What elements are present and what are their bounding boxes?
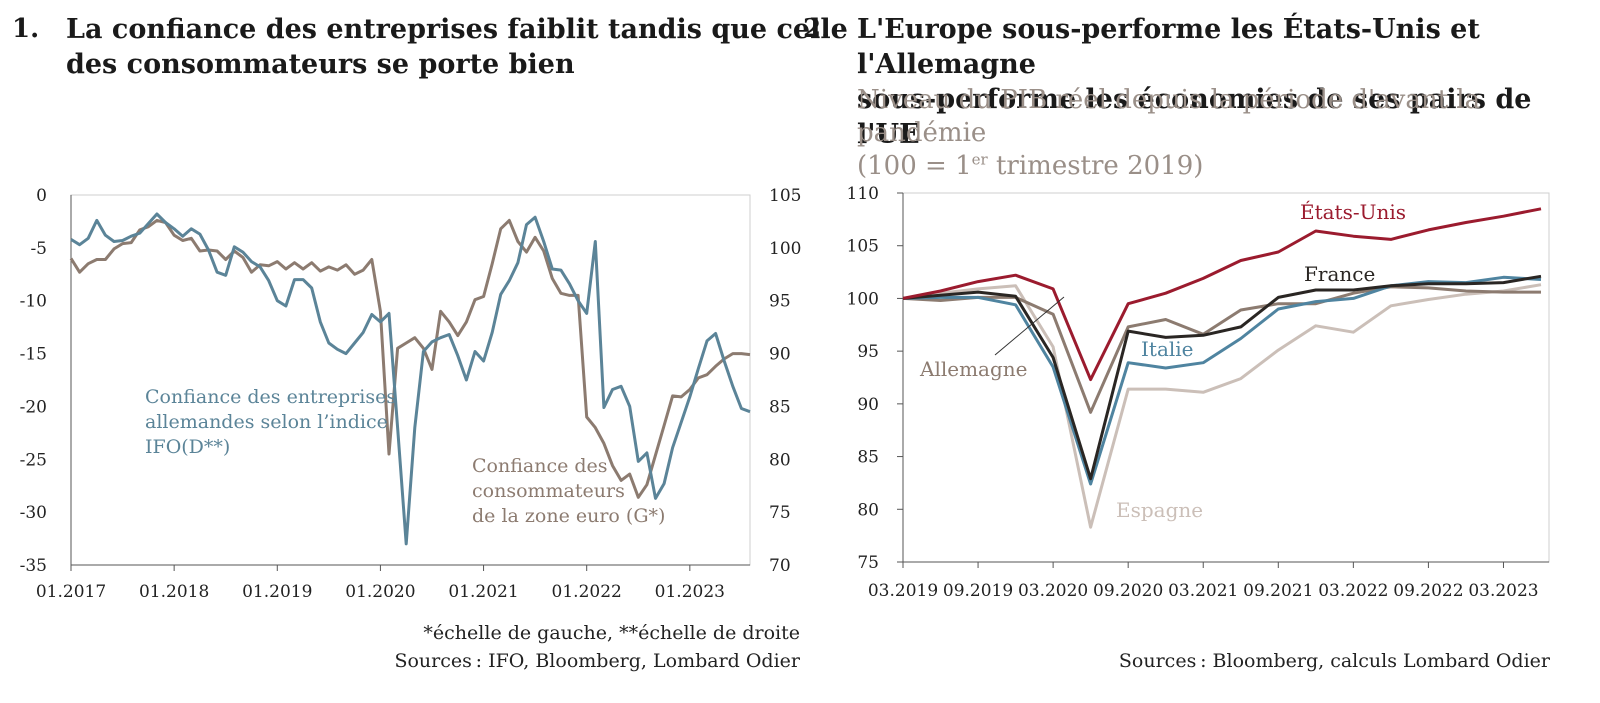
chart1-y-left-tick-label: -35	[20, 556, 47, 576]
chart1-title: La confiance des entreprises faiblit tan…	[66, 12, 848, 82]
chart2-subtitle-line2: (100 = 1er trimestre 2019)	[857, 150, 1204, 181]
chart2-x-tick-label: 09.2022	[1393, 581, 1463, 601]
chart2-allemagne-leader	[994, 296, 1065, 356]
chart2-label-france: France	[1304, 262, 1375, 286]
chart1-number: 1.	[12, 14, 40, 44]
chart2-title-line1: L'Europe sous-performe les États-Unis et…	[857, 14, 1480, 80]
chart2-series-usa-line	[902, 207, 1542, 382]
chart2-series-espagne-line	[902, 283, 1542, 529]
chart1-x-tick-label: 01.2019	[242, 582, 312, 602]
chart2-series-allemagne-line	[902, 285, 1541, 414]
chart2-subtitle-line1: Niveau du PIB réel depuis la période d'a…	[857, 85, 1481, 148]
chart2-x-tick-label: 03.2023	[1468, 581, 1538, 601]
chart2-label-allemagne: Allemagne	[919, 357, 1027, 381]
chart1-legend-ifo-line3: IFO(D**)	[145, 436, 230, 458]
chart1-footnote: *échelle de gauche, **échelle de droite	[423, 622, 800, 644]
chart1-y-right-tick-label: 75	[769, 503, 791, 523]
chart2-y-tick-label: 90	[857, 395, 879, 415]
chart2-number: 2.	[803, 14, 831, 44]
chart1-y-right-tick-label: 95	[769, 292, 791, 312]
chart2-y-tick-label: 95	[857, 342, 879, 362]
chart2-y-tick-label: 110	[847, 184, 879, 204]
chart2-source: Sources : Bloomberg, calculs Lombard Odi…	[1118, 650, 1550, 672]
chart1-y-right-tick-label: 90	[769, 345, 791, 365]
chart2-x-tick-label: 03.2021	[1168, 581, 1238, 601]
chart2-title-line2: sous-performe les économies de ses pairs…	[857, 84, 1532, 150]
chart1-title-line1: La confiance des entreprises faiblit tan…	[66, 14, 848, 45]
chart1-x-tick-label: 01.2021	[448, 582, 518, 602]
chart2-x-tick-label: 03.2022	[1318, 581, 1388, 601]
chart1-legend-ifo-line2: allemandes selon l’indice	[145, 411, 388, 433]
chart1-x-tick-label: 01.2018	[139, 582, 209, 602]
chart2-y-tick-label: 75	[857, 553, 879, 573]
chart1-y-left-tick-label: -10	[20, 292, 47, 312]
chart2-y-tick-label: 100	[847, 289, 879, 309]
chart1-x-tick-label: 01.2017	[36, 582, 106, 602]
chart2-x-tick-label: 09.2019	[943, 581, 1013, 601]
chart1-y-left-tick-label: -15	[20, 345, 47, 365]
chart1-x-tick-label: 01.2022	[552, 582, 622, 602]
chart1-y-right-tick-label: 85	[769, 397, 791, 417]
chart1-y-right-tick-label: 100	[769, 239, 801, 259]
chart2-label-usa: États-Unis	[1300, 200, 1406, 224]
chart2-x-tick-label: 03.2020	[1018, 581, 1088, 601]
chart1-title-line2: des consommateurs se porte bien	[66, 49, 575, 80]
chart1-y-left-tick-label: -25	[20, 450, 47, 470]
chart2-x-tick-label: 09.2021	[1243, 581, 1313, 601]
chart1-y-left-tick-label: -20	[20, 397, 47, 417]
chart1-series-consumer-line	[69, 218, 751, 499]
chart1-y-right-tick-label: 105	[769, 186, 801, 206]
chart2-series-italie-line	[902, 275, 1542, 486]
chart2-label-espagne: Espagne	[1116, 498, 1203, 522]
chart1-legend-consumer-line2: consommateurs	[472, 480, 625, 502]
chart2-label-italie: Italie	[1141, 337, 1194, 361]
chart1-y-right-tick-label: 70	[769, 556, 791, 576]
chart1-y-left-tick-label: -5	[30, 239, 47, 259]
chart1-source: Sources : IFO, Bloomberg, Lombard Odier	[394, 650, 800, 672]
chart1-y-left-tick-label: -30	[20, 503, 47, 523]
chart1-y-left-tick-label: 0	[36, 186, 47, 206]
chart1-y-right-tick-label: 80	[769, 450, 791, 470]
chart2-y-tick-label: 85	[857, 448, 879, 468]
chart1-x-tick-label: 01.2023	[655, 582, 725, 602]
chart1-legend-ifo-line1: Confiance des entreprises	[145, 386, 396, 408]
chart1-legend-consumer-line1: Confiance des	[472, 455, 608, 477]
chart1-legend-consumer-line3: de la zone euro (G*)	[472, 505, 665, 527]
chart2-title: L'Europe sous-performe les États-Unis et…	[857, 12, 1600, 152]
chart2-series-france-line	[902, 274, 1542, 481]
chart1-series-ifo-line	[70, 212, 751, 546]
chart2-x-tick-label: 03.2019	[868, 581, 938, 601]
chart2-subtitle: Niveau du PIB réel depuis la période d'a…	[857, 84, 1600, 183]
chart1-x-tick-label: 01.2020	[345, 582, 415, 602]
chart2-y-tick-label: 80	[857, 500, 879, 520]
chart2-y-tick-label: 105	[847, 237, 879, 257]
chart2-x-tick-label: 09.2020	[1093, 581, 1163, 601]
